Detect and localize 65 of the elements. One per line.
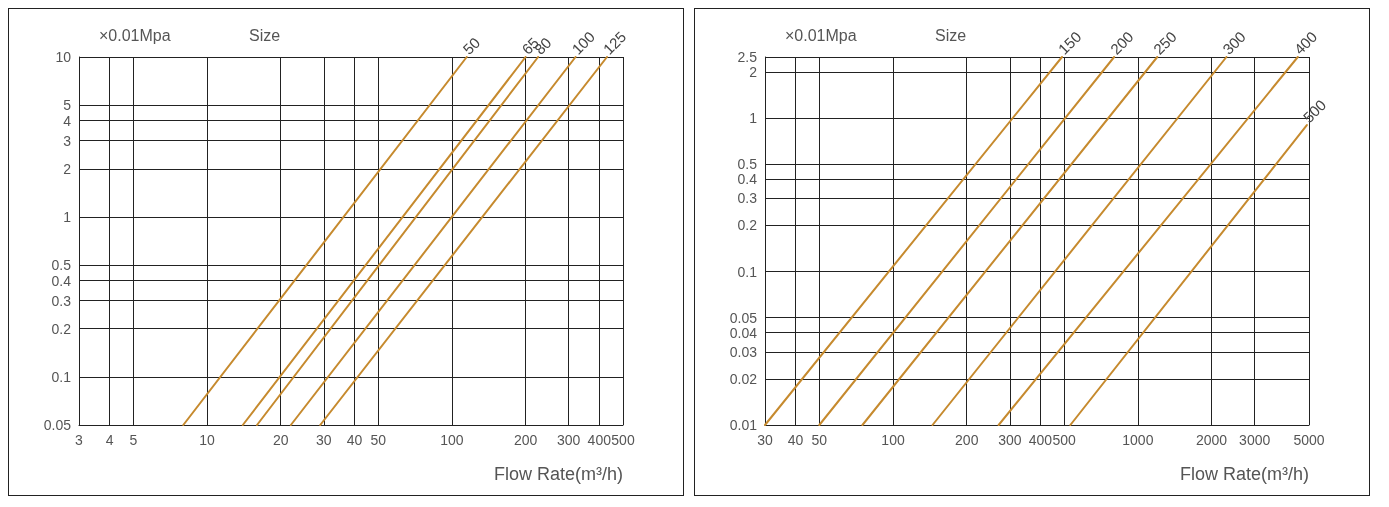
y-tick-label: 0.5 xyxy=(51,257,72,274)
y-tick-label: 1 xyxy=(749,110,758,127)
x-tick-label: 40 xyxy=(787,432,804,448)
y-tick-label: 2 xyxy=(749,63,758,80)
y-tick-label: 0.1 xyxy=(51,368,72,385)
y-tick-label: 0.2 xyxy=(51,320,72,337)
y-tick-label: 2.5 xyxy=(737,49,758,65)
x-axis-title: Flow Rate(m³/h) xyxy=(1179,464,1309,484)
y-tick-label: 0.3 xyxy=(737,190,758,207)
x-tick-label: 30 xyxy=(316,432,332,448)
x-tick-label: 3000 xyxy=(1239,432,1271,448)
x-tick-label: 10 xyxy=(199,432,216,448)
y-tick-label: 0.3 xyxy=(51,292,72,309)
y-tick-label: 0.02 xyxy=(729,370,758,387)
y-axis-title: ×0.01Mpa xyxy=(99,26,171,44)
text: 125 xyxy=(599,28,630,58)
text: 250 xyxy=(1149,28,1180,58)
y-tick-label: 0.01 xyxy=(729,417,758,433)
legend-title: Size xyxy=(249,26,281,44)
x-tick-label: 300 xyxy=(557,432,581,448)
x-tick-label: 5 xyxy=(129,432,138,448)
x-tick-label: 50 xyxy=(370,432,387,448)
x-tick-label: 5000 xyxy=(1293,432,1325,448)
text: 100 xyxy=(568,28,598,58)
x-tick-label: 30 xyxy=(757,432,773,448)
text: 400 xyxy=(1290,28,1321,58)
y-tick-label: 4 xyxy=(63,112,72,129)
x-tick-label: 100 xyxy=(440,432,464,448)
y-tick-label: 0.05 xyxy=(43,417,72,433)
x-tick-label: 200 xyxy=(955,432,979,448)
x-tick-label: 20 xyxy=(272,432,289,448)
x-tick-label: 400 xyxy=(1028,432,1053,448)
x-tick-label: 4 xyxy=(105,432,114,448)
text: 200 xyxy=(1106,28,1137,58)
y-tick-label: 0.5 xyxy=(737,156,758,173)
legend-title: Size xyxy=(935,26,967,44)
text: 300 xyxy=(1219,28,1249,58)
x-tick-label: 2000 xyxy=(1195,432,1228,448)
text: 500 xyxy=(1299,96,1330,126)
x-tick-label: 500 xyxy=(1052,432,1077,448)
y-tick-label: 0.4 xyxy=(51,272,72,289)
text: 150 xyxy=(1054,28,1085,58)
x-tick-label: 40 xyxy=(346,432,363,448)
y-tick-label: 0.1 xyxy=(737,263,758,280)
y-tick-label: 5 xyxy=(63,97,72,114)
x-tick-label: 300 xyxy=(998,432,1022,448)
y-axis-title: ×0.01Mpa xyxy=(785,26,857,44)
y-tick-label: 1 xyxy=(63,208,72,225)
y-tick-label: 0.04 xyxy=(729,324,758,341)
x-tick-label: 1000 xyxy=(1122,432,1154,448)
text: 50 xyxy=(459,33,484,58)
y-tick-label: 0.03 xyxy=(729,343,758,360)
x-tick-label: 200 xyxy=(513,432,538,448)
y-tick-label: 10 xyxy=(55,49,72,65)
x-tick-label: 100 xyxy=(881,432,905,448)
y-tick-label: 2 xyxy=(63,160,72,177)
y-tick-label: 0.05 xyxy=(729,309,758,326)
y-tick-label: 0.2 xyxy=(737,217,758,234)
x-tick-label: 3 xyxy=(75,432,84,448)
x-tick-label: 500 xyxy=(611,432,635,448)
x-tick-label: 400 xyxy=(587,432,612,448)
y-tick-label: 0.4 xyxy=(737,171,758,188)
x-axis-title: Flow Rate(m³/h) xyxy=(493,464,623,484)
x-tick-label: 50 xyxy=(811,432,828,448)
y-tick-label: 3 xyxy=(63,132,72,149)
